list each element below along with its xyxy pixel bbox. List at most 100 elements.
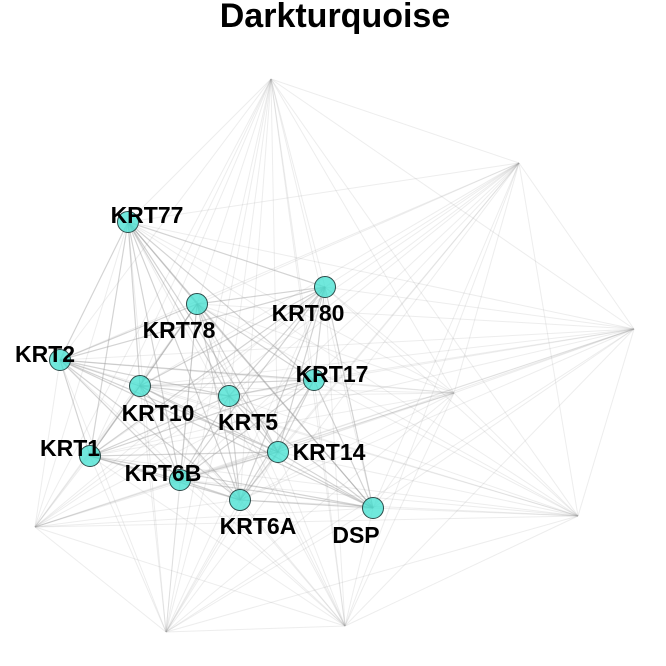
node-label-krt6a: KRT6A xyxy=(220,513,297,539)
edge xyxy=(139,379,315,387)
edge xyxy=(277,162,520,453)
edge xyxy=(34,526,346,627)
node-krt1 xyxy=(79,445,101,467)
edge xyxy=(34,303,198,528)
node-krt78 xyxy=(186,293,208,315)
edge xyxy=(196,303,635,330)
edge xyxy=(89,451,279,457)
edge xyxy=(139,385,181,481)
edge xyxy=(127,221,241,501)
edge xyxy=(127,221,181,481)
edge xyxy=(196,162,520,305)
label-layer: KRT77 KRT78 KRT80 KRT2 KRT17 KRT10 KRT5 KRT14 KR… xyxy=(15,202,380,548)
edge xyxy=(139,385,241,501)
node-krt2 xyxy=(49,349,71,371)
edge xyxy=(127,221,326,288)
edge xyxy=(453,392,579,517)
edge xyxy=(179,286,326,481)
edge xyxy=(139,303,198,387)
edge xyxy=(89,455,346,627)
edge xyxy=(139,385,279,453)
node-krt14 xyxy=(267,441,289,463)
edge xyxy=(270,78,315,381)
edge xyxy=(313,286,326,381)
edge xyxy=(228,395,241,501)
edge xyxy=(139,303,198,387)
edge xyxy=(270,78,635,330)
edge xyxy=(179,392,455,481)
edge xyxy=(34,379,315,528)
edge xyxy=(89,286,326,457)
edge xyxy=(196,303,374,509)
edge xyxy=(324,286,635,330)
edge xyxy=(34,499,241,528)
edge xyxy=(127,221,279,453)
edge xyxy=(228,395,346,627)
edge xyxy=(313,379,579,517)
edge xyxy=(179,479,374,509)
edge xyxy=(313,328,635,381)
edge xyxy=(165,328,635,633)
edge xyxy=(34,526,167,633)
edge xyxy=(89,379,315,457)
edge xyxy=(179,379,315,481)
edge xyxy=(59,328,635,361)
edge xyxy=(344,162,520,627)
node-krt17 xyxy=(303,369,325,391)
edge xyxy=(165,395,230,633)
edge xyxy=(34,392,455,528)
edge xyxy=(59,359,141,387)
edge xyxy=(277,392,455,453)
edge xyxy=(577,328,635,517)
edge xyxy=(89,385,141,457)
edge xyxy=(179,395,230,481)
edge xyxy=(89,451,279,457)
edge xyxy=(239,499,374,509)
node-label-dsp: DSP xyxy=(332,522,379,548)
edge xyxy=(270,78,326,288)
edge xyxy=(139,385,279,453)
edge xyxy=(228,395,579,517)
edge xyxy=(313,379,455,394)
edge xyxy=(127,221,141,387)
edge xyxy=(165,499,241,633)
chart-title: Darkturquoise xyxy=(220,0,451,35)
edge xyxy=(196,303,315,381)
edge xyxy=(59,359,181,481)
edge xyxy=(324,286,374,509)
edge xyxy=(228,328,635,397)
edge xyxy=(59,359,455,394)
node-label-krt2: KRT2 xyxy=(15,341,75,367)
edge xyxy=(165,286,326,633)
edge xyxy=(139,385,455,394)
edge xyxy=(127,221,315,381)
edge xyxy=(34,507,374,528)
edge xyxy=(228,392,455,397)
edge xyxy=(59,359,181,481)
edge xyxy=(324,286,579,517)
edge xyxy=(127,78,272,223)
edge xyxy=(239,286,326,501)
edge xyxy=(89,286,326,457)
edge xyxy=(228,286,326,397)
edge xyxy=(179,303,198,481)
edge xyxy=(165,451,279,633)
node-label-krt1: KRT1 xyxy=(40,435,100,461)
edge xyxy=(59,359,167,633)
node-label-krt78: KRT78 xyxy=(143,317,216,343)
edge xyxy=(324,286,374,509)
edge xyxy=(196,78,272,305)
edge xyxy=(165,392,455,633)
edge xyxy=(165,303,198,633)
edge xyxy=(139,385,230,397)
edge xyxy=(127,221,635,330)
edge xyxy=(518,162,579,517)
node-label-krt14: KRT14 xyxy=(293,439,366,465)
edge xyxy=(89,395,230,457)
edge xyxy=(89,455,181,481)
edge xyxy=(344,507,374,627)
edge xyxy=(313,379,374,509)
edge xyxy=(89,455,579,517)
edge xyxy=(59,221,129,361)
edge xyxy=(313,286,326,381)
